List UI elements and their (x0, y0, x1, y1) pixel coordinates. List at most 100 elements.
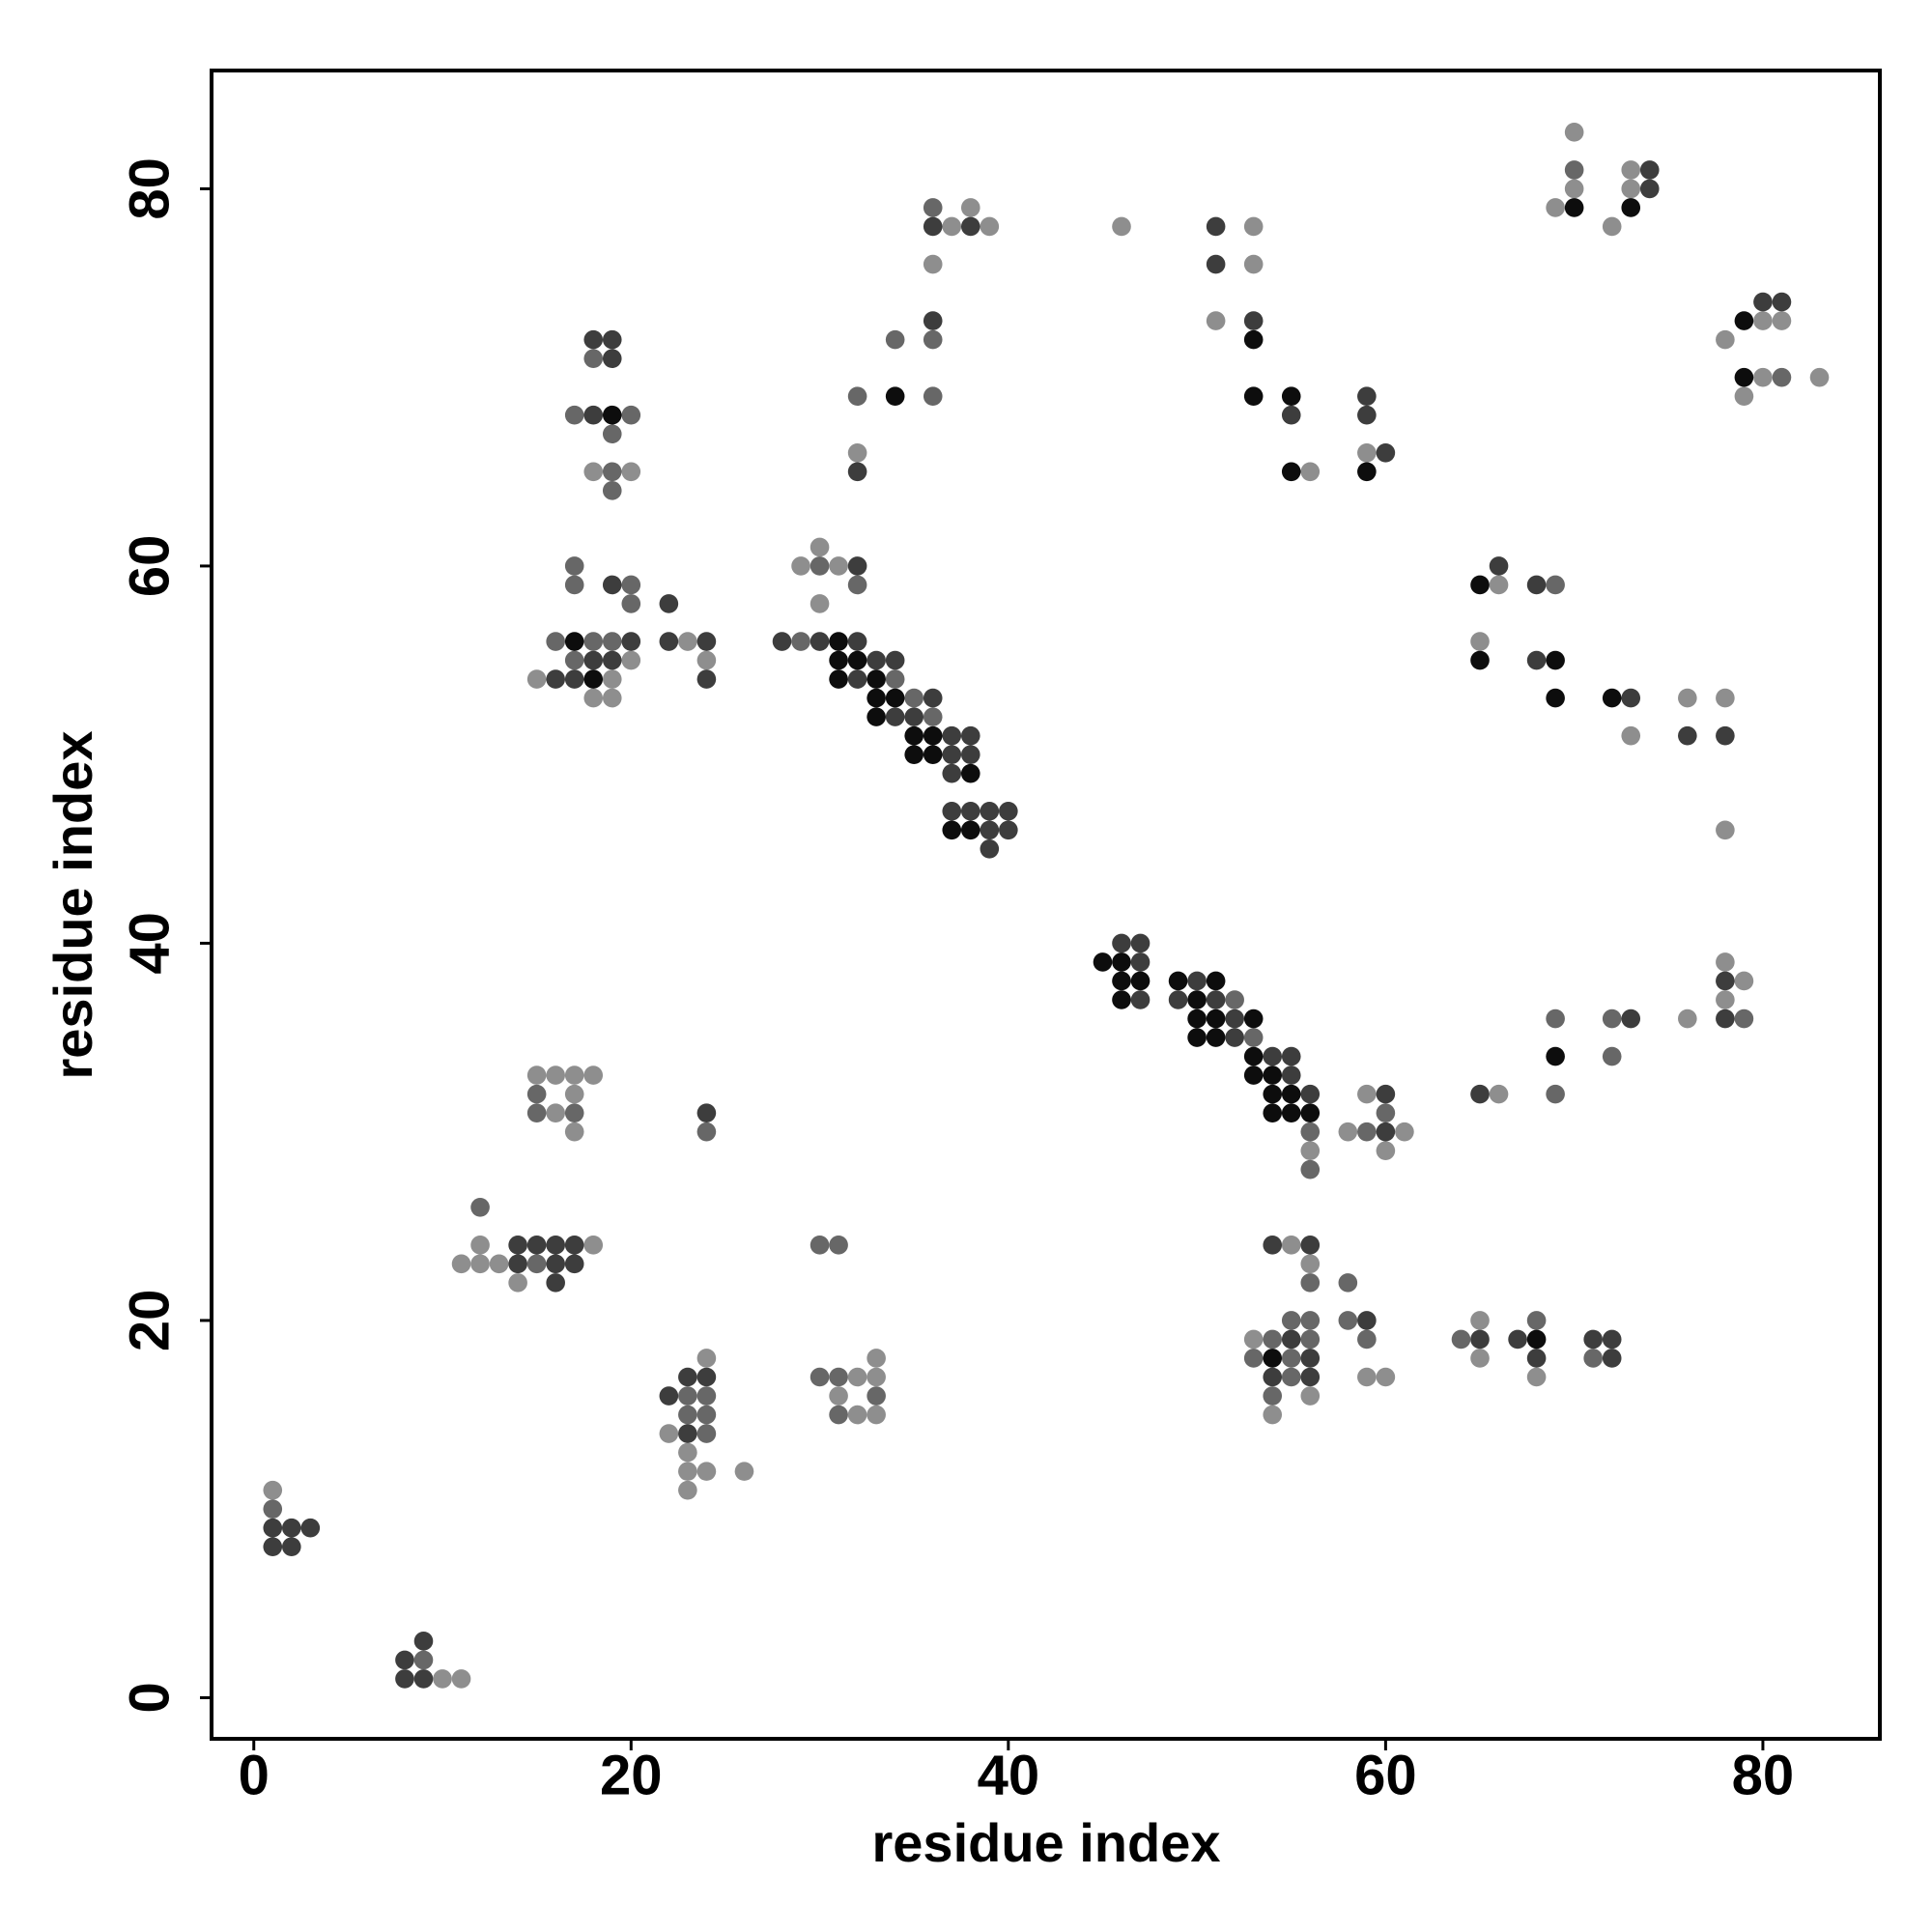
contact-point (1621, 160, 1641, 180)
contact-point (1300, 1159, 1321, 1179)
contact-point (395, 1669, 414, 1689)
contact-point (1300, 1367, 1321, 1387)
contact-point (772, 632, 792, 651)
contact-point (1263, 1329, 1283, 1350)
contact-point (810, 1367, 830, 1387)
contact-point (678, 1424, 697, 1443)
contact-point (1546, 650, 1565, 670)
contact-point (1470, 1349, 1490, 1368)
contact-point (659, 1386, 679, 1406)
contact-point (1357, 1084, 1377, 1104)
contact-point (696, 1349, 717, 1368)
contact-point (526, 1254, 547, 1274)
contact-point (1734, 386, 1754, 406)
contact-point (810, 556, 830, 576)
contact-point (960, 801, 980, 821)
contact-point (451, 1669, 471, 1689)
contact-point (829, 650, 848, 670)
contact-point (678, 1367, 697, 1387)
contact-point (602, 669, 622, 689)
contact-point (1093, 952, 1113, 972)
contact-point (1130, 971, 1151, 991)
contact-point (1357, 386, 1377, 406)
contact-point (602, 575, 622, 595)
contact-point (847, 1367, 867, 1387)
contact-point (696, 650, 717, 670)
contact-point (546, 632, 565, 651)
contact-point (810, 594, 830, 613)
contact-point (1621, 198, 1641, 217)
contact-point (1206, 1028, 1226, 1047)
contact-point (696, 1424, 717, 1443)
contact-point (1357, 1367, 1377, 1387)
contact-point (1338, 1273, 1358, 1293)
contact-point (1583, 1329, 1603, 1350)
contact-point (451, 1254, 471, 1274)
contact-point (904, 688, 923, 708)
contact-point (829, 1236, 848, 1255)
contact-point (1130, 933, 1151, 953)
contact-point (1772, 311, 1792, 330)
contact-point (1376, 442, 1396, 463)
contact-point (564, 669, 584, 689)
contact-point (696, 1103, 717, 1122)
contact-point (508, 1236, 527, 1255)
x-axis-title: residue index (871, 1812, 1220, 1873)
contact-point (1451, 1329, 1471, 1350)
contact-point (1243, 1028, 1264, 1047)
contact-point (923, 216, 943, 237)
contact-point (1546, 1046, 1565, 1066)
contact-point (1187, 1009, 1207, 1029)
contact-point (508, 1254, 527, 1274)
contact-point (1753, 292, 1773, 312)
contact-point (696, 669, 717, 689)
contact-point (621, 575, 641, 595)
contact-point (1716, 329, 1735, 350)
contact-point (1243, 311, 1264, 330)
contact-point (1281, 1236, 1301, 1255)
contact-point (847, 650, 867, 670)
contact-point (1300, 1084, 1321, 1104)
contact-point (791, 632, 810, 651)
contact-point (1338, 1311, 1358, 1330)
contact-point (923, 725, 943, 746)
x-tick-label: 40 (978, 1744, 1040, 1806)
contact-point (413, 1669, 434, 1689)
contact-point (263, 1537, 283, 1557)
contact-point (847, 386, 867, 406)
contact-point (960, 725, 980, 746)
contact-point (1281, 1349, 1301, 1368)
contact-point (1734, 311, 1754, 330)
contact-point (1357, 1122, 1377, 1142)
contact-point (885, 650, 905, 670)
contact-point (1130, 952, 1151, 972)
contact-point (847, 462, 867, 482)
contact-point (621, 632, 641, 651)
contact-point (1225, 1009, 1244, 1029)
contact-point (1243, 329, 1264, 350)
contact-point (980, 839, 1000, 859)
contact-point (659, 632, 679, 651)
contact-point (433, 1669, 452, 1689)
contact-point (1583, 1349, 1603, 1368)
contact-point (526, 1236, 547, 1255)
contact-point (1470, 632, 1490, 651)
contact-point (583, 349, 604, 368)
contact-point (904, 707, 923, 726)
contact-point (564, 650, 584, 670)
contact-point (1621, 688, 1641, 708)
contact-point (508, 1273, 527, 1293)
contact-point (546, 669, 565, 689)
contact-point (1243, 1065, 1264, 1085)
contact-point (564, 556, 584, 576)
contact-point (1678, 725, 1697, 746)
contact-point (1470, 1084, 1490, 1104)
y-tick-label: 20 (118, 1290, 181, 1352)
contact-point (1281, 1329, 1301, 1350)
contact-point (621, 594, 641, 613)
contact-point (960, 198, 980, 217)
contact-point (564, 632, 584, 651)
y-axis-title: residue index (43, 730, 103, 1079)
contact-point (867, 707, 886, 726)
